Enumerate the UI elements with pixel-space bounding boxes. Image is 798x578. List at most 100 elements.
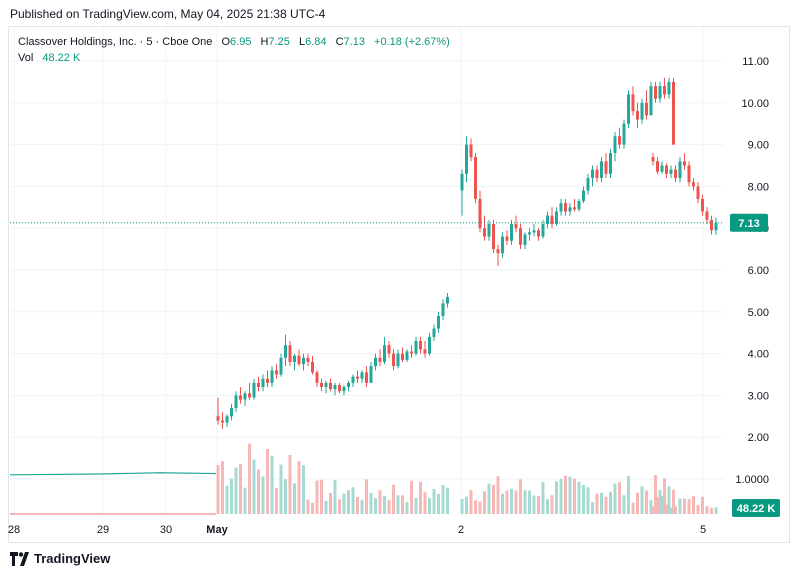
volume-bar [622, 495, 626, 514]
volume-bar [604, 496, 608, 514]
volume-bar [582, 484, 585, 514]
volume-bar [586, 487, 590, 514]
x-tick-label: 30 [160, 524, 172, 536]
volume-bar [541, 481, 545, 514]
candle-body [665, 165, 668, 174]
candle-body [252, 382, 256, 398]
volume-bar [441, 485, 445, 514]
candle-body [683, 161, 686, 166]
volume-bar [324, 500, 328, 514]
volume-bar [537, 496, 540, 514]
volume-bar [665, 504, 668, 514]
candle-body [600, 161, 603, 179]
volume-bar [595, 493, 599, 514]
volume-bar [696, 505, 700, 514]
candle-body [656, 161, 659, 172]
candle-body [674, 169, 677, 179]
candle-body [365, 372, 368, 383]
candle-body [496, 249, 500, 254]
volume-bar [338, 499, 341, 514]
y-tick-label: 4.00 [748, 349, 769, 361]
volume-bar [523, 490, 527, 514]
x-tick-label: May [206, 524, 228, 536]
volume-bar [496, 476, 500, 514]
candle-body [423, 349, 427, 354]
candle-body [546, 215, 549, 225]
change-value: +0.18 (+2.67%) [374, 36, 450, 48]
published-caption: Published on TradingView.com, May 04, 20… [10, 7, 326, 21]
tradingview-brand[interactable]: TradingView [10, 551, 110, 566]
volume-bar [383, 495, 386, 514]
volume-bar [239, 464, 242, 514]
candle-body [216, 416, 220, 421]
y-tick-label: 11.00 [742, 56, 769, 68]
y-tick-label: 8.00 [748, 181, 769, 193]
candle-body [270, 370, 274, 383]
candle-body [396, 353, 400, 367]
candle-body [555, 211, 558, 225]
candle-body [248, 393, 251, 398]
candle-body [374, 357, 377, 367]
candle-body [446, 297, 449, 304]
candle-body [577, 201, 581, 210]
candle-body [528, 232, 531, 235]
volume-bar [478, 501, 482, 514]
volume-bar [613, 483, 617, 514]
candle-body [591, 169, 594, 179]
volume-bar [216, 465, 220, 514]
candle-body [239, 395, 242, 400]
volume-bar [306, 499, 310, 514]
volume-bar [649, 500, 653, 514]
candle-body [586, 178, 590, 191]
candle-body [631, 94, 635, 112]
volume-bar [674, 506, 677, 514]
symbol-label[interactable]: Classover Holdings, Inc. · 5 · Cboe One [18, 36, 213, 48]
candle-body [329, 382, 332, 390]
volume-bar [474, 500, 477, 514]
volume-bar [469, 490, 473, 514]
volume-bar [446, 487, 449, 514]
candle-body [541, 224, 545, 237]
volume-bar [230, 478, 233, 514]
candle-body [261, 378, 265, 388]
candle-body [701, 198, 704, 212]
y-tick-label: 2.00 [748, 432, 769, 444]
volume-bar [460, 498, 464, 514]
volume-bar [492, 484, 495, 514]
candle-body [288, 345, 292, 362]
volume-bar [288, 455, 292, 514]
candle-body [243, 393, 247, 400]
candle-body [360, 372, 364, 379]
chart-legend: Classover Holdings, Inc. · 5 · Cboe One … [18, 34, 450, 66]
candle-body [460, 173, 464, 191]
volume-bar [505, 490, 509, 514]
volume-bar [275, 487, 278, 514]
candle-body [510, 224, 513, 241]
candle-body [392, 353, 395, 367]
candle-body [221, 420, 224, 423]
candle-body [324, 382, 328, 388]
volume-bar [311, 502, 314, 514]
candle-body [559, 203, 563, 212]
candle-body [342, 387, 346, 392]
candle-body [419, 341, 422, 350]
volume-bar [405, 502, 409, 514]
candle-body [568, 207, 572, 212]
candle-body [618, 136, 621, 145]
candle-body [609, 152, 612, 174]
volume-bar [678, 498, 682, 514]
candle-body [483, 228, 486, 237]
x-tick-label: 2 [458, 524, 464, 536]
y-tick-label: 6.00 [748, 265, 769, 277]
last-price-label: 7.13 [738, 218, 759, 230]
chart-frame[interactable] [8, 26, 790, 543]
volume-bar [550, 495, 554, 514]
volume-bar [600, 492, 603, 514]
volume-bar [609, 491, 612, 514]
volume-bar [555, 481, 558, 514]
candle-body [266, 378, 269, 383]
candle-body [550, 215, 554, 225]
candle-body [474, 157, 477, 199]
candle-body [692, 182, 695, 187]
